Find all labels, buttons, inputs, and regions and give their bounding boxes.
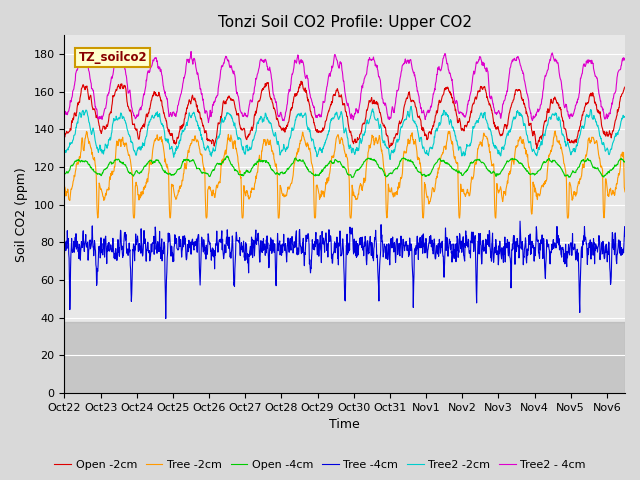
Title: Tonzi Soil CO2 Profile: Upper CO2: Tonzi Soil CO2 Profile: Upper CO2 <box>218 15 472 30</box>
Tree2 - 4cm <box>530 115 538 121</box>
Tree2 - 4cm <box>188 48 195 54</box>
Open -2cm <box>271 108 279 113</box>
Line: Open -2cm: Open -2cm <box>65 81 625 148</box>
Line: Tree -2cm: Tree -2cm <box>65 131 625 218</box>
Open -4cm <box>116 158 124 164</box>
Tree -4cm <box>605 239 612 245</box>
Line: Tree2 -2cm: Tree2 -2cm <box>65 106 625 159</box>
Tree2 -2cm <box>511 114 519 120</box>
Tree -4cm <box>530 245 538 251</box>
Tree2 - 4cm <box>116 56 124 61</box>
Open -2cm <box>297 78 305 84</box>
Open -4cm <box>511 156 519 162</box>
Tree2 -2cm <box>271 131 279 136</box>
Open -4cm <box>105 162 113 168</box>
Tree -2cm <box>61 182 68 188</box>
Tree2 -2cm <box>116 111 124 117</box>
Open -2cm <box>605 132 612 138</box>
Line: Open -4cm: Open -4cm <box>65 156 625 178</box>
Line: Tree -4cm: Tree -4cm <box>65 221 625 319</box>
X-axis label: Time: Time <box>330 419 360 432</box>
Open -4cm <box>605 169 612 175</box>
Tree2 - 4cm <box>605 113 612 119</box>
Tree -4cm <box>105 244 113 250</box>
Tree -2cm <box>511 150 519 156</box>
Tree2 -2cm <box>530 147 538 153</box>
Tree -4cm <box>621 233 629 239</box>
Tree2 -2cm <box>621 114 629 120</box>
Tree -2cm <box>529 182 537 188</box>
Open -4cm <box>223 153 231 159</box>
Open -2cm <box>529 129 537 134</box>
Tree2 -2cm <box>61 148 68 154</box>
Tree2 - 4cm <box>511 58 519 63</box>
Open -2cm <box>621 84 629 90</box>
Tree2 - 4cm <box>61 111 68 117</box>
Tree -2cm <box>130 215 138 221</box>
Open -4cm <box>530 170 538 176</box>
Open -2cm <box>105 118 113 123</box>
Tree -4cm <box>116 228 124 233</box>
Y-axis label: Soil CO2 (ppm): Soil CO2 (ppm) <box>15 167 28 262</box>
Tree2 - 4cm <box>272 99 280 105</box>
Tree2 -2cm <box>605 151 612 157</box>
Open -4cm <box>348 175 356 180</box>
Open -2cm <box>61 133 68 139</box>
Open -4cm <box>271 171 279 177</box>
Tree -2cm <box>621 189 629 195</box>
Open -2cm <box>511 92 519 97</box>
Open -2cm <box>533 145 541 151</box>
Line: Tree2 - 4cm: Tree2 - 4cm <box>65 51 625 122</box>
Tree2 -2cm <box>387 156 394 162</box>
Tree2 -2cm <box>407 103 415 109</box>
Tree -2cm <box>105 185 113 191</box>
Tree -2cm <box>605 193 612 199</box>
Tree -2cm <box>116 141 124 146</box>
Bar <box>65 322 625 393</box>
Tree -2cm <box>551 128 559 134</box>
Open -4cm <box>621 159 629 165</box>
Tree -4cm <box>511 262 519 267</box>
Open -4cm <box>61 172 68 178</box>
Open -2cm <box>116 84 124 90</box>
Tree -4cm <box>271 263 279 268</box>
Tree2 - 4cm <box>105 90 113 96</box>
Legend: Open -2cm, Tree -2cm, Open -4cm, Tree -4cm, Tree2 -2cm, Tree2 - 4cm: Open -2cm, Tree -2cm, Open -4cm, Tree -4… <box>50 456 590 474</box>
Tree -4cm <box>61 252 68 258</box>
Tree -4cm <box>516 218 524 224</box>
Tree -4cm <box>162 316 170 322</box>
Text: TZ_soilco2: TZ_soilco2 <box>79 51 147 64</box>
Tree -2cm <box>271 163 279 169</box>
Tree2 -2cm <box>105 137 113 143</box>
Tree2 - 4cm <box>205 120 212 125</box>
Tree2 - 4cm <box>621 57 629 63</box>
